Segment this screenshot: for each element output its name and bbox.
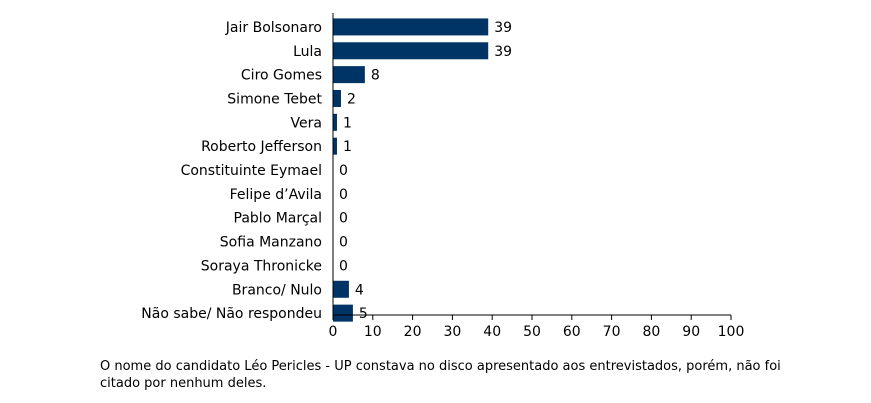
footnote: O nome do candidato Léo Pericles - UP co… bbox=[100, 359, 781, 391]
category-label: Constituinte Eymael bbox=[181, 163, 322, 179]
x-tick-label: 20 bbox=[404, 324, 422, 340]
category-labels: Jair Bolsonaro Lula Ciro Gomes Simone Tebet… bbox=[141, 20, 322, 322]
bar bbox=[333, 113, 337, 131]
x-tick-label: 30 bbox=[443, 324, 461, 340]
data-label: 39 bbox=[494, 44, 512, 60]
category-label: Felipe d’Avila bbox=[230, 187, 322, 203]
bar bbox=[333, 42, 489, 60]
category-label: Ciro Gomes bbox=[241, 68, 322, 84]
data-label: 1 bbox=[343, 115, 352, 131]
x-tick-label: 70 bbox=[603, 324, 621, 340]
x-tick-label: 80 bbox=[642, 324, 660, 340]
data-label: 0 bbox=[339, 211, 348, 227]
category-label: Branco/ Nulo bbox=[232, 282, 322, 298]
category-label: Não sabe/ Não respondeu bbox=[141, 306, 322, 322]
x-axis: 0 10 20 30 40 50 60 70 80 90 100 bbox=[329, 13, 745, 340]
category-label: Sofia Manzano bbox=[220, 235, 322, 251]
bar-chart: Jair Bolsonaro Lula Ciro Gomes Simone Tebet… bbox=[141, 13, 745, 340]
data-label: 2 bbox=[347, 91, 356, 107]
data-label: 8 bbox=[371, 68, 380, 84]
data-label: 1 bbox=[343, 139, 352, 155]
data-label: 4 bbox=[355, 282, 364, 298]
data-label: 0 bbox=[339, 163, 348, 179]
data-label: 0 bbox=[339, 187, 348, 203]
category-label: Simone Tebet bbox=[227, 91, 322, 107]
category-label: Pablo Marçal bbox=[234, 211, 322, 227]
bars-group bbox=[333, 18, 489, 322]
x-tick-label: 90 bbox=[682, 324, 700, 340]
category-label: Vera bbox=[291, 115, 322, 131]
x-tick-label: 60 bbox=[563, 324, 581, 340]
bar bbox=[333, 280, 349, 298]
x-tick-label: 50 bbox=[523, 324, 541, 340]
category-label: Lula bbox=[293, 44, 322, 60]
bar bbox=[333, 89, 341, 107]
bar bbox=[333, 137, 337, 155]
data-label: 5 bbox=[359, 306, 368, 322]
data-label: 0 bbox=[339, 235, 348, 251]
bar bbox=[333, 18, 489, 36]
category-label: Jair Bolsonaro bbox=[225, 20, 322, 36]
bar bbox=[333, 304, 353, 322]
data-label: 0 bbox=[339, 258, 348, 274]
x-tick-label: 0 bbox=[329, 324, 338, 340]
category-label: Roberto Jefferson bbox=[201, 139, 322, 155]
category-label: Soraya Thronicke bbox=[201, 258, 322, 274]
x-tick-label: 100 bbox=[718, 324, 745, 340]
data-label: 39 bbox=[494, 20, 512, 36]
x-tick-label: 40 bbox=[483, 324, 501, 340]
x-tick-label: 10 bbox=[364, 324, 382, 340]
bar bbox=[333, 66, 365, 84]
